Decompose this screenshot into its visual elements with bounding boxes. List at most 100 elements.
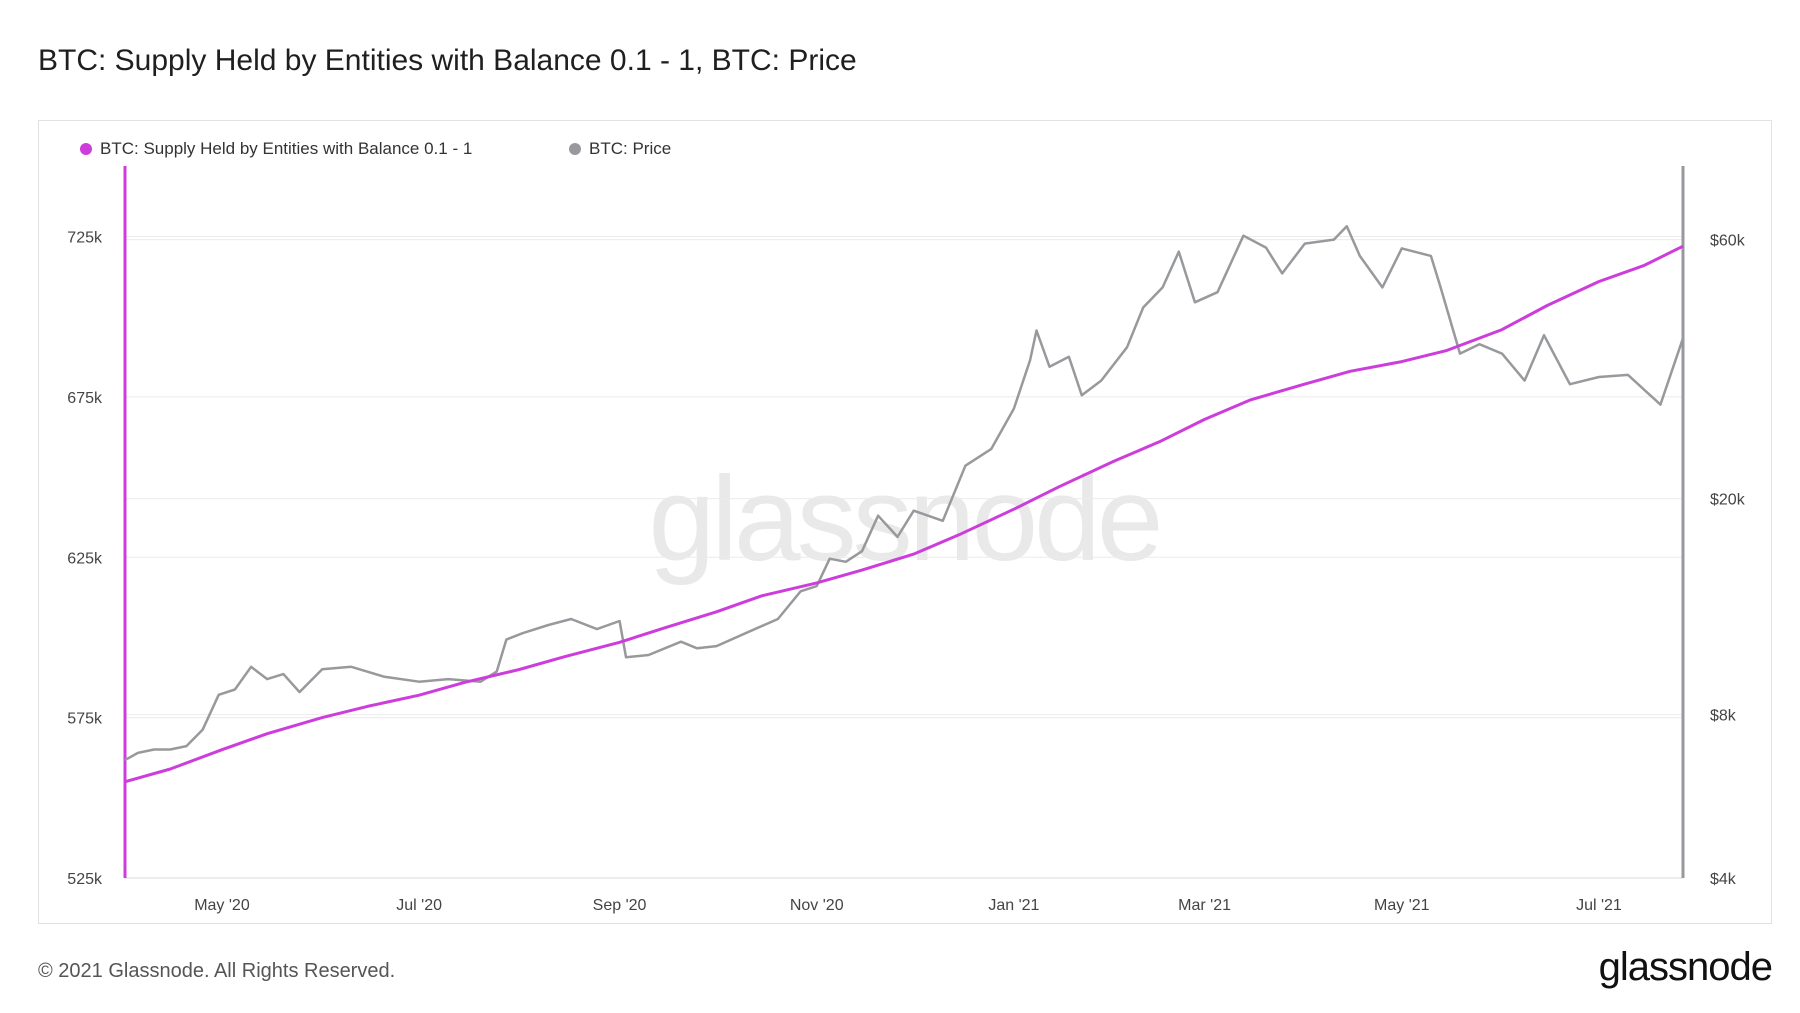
point-price	[1280, 271, 1284, 275]
y-left-tick-label: 525k	[67, 871, 103, 888]
point-price	[1542, 333, 1546, 337]
point-price	[320, 667, 324, 671]
point-price	[349, 665, 353, 669]
point-supply	[265, 732, 269, 736]
point-price	[624, 655, 628, 659]
watermark: glassnode	[648, 452, 1159, 586]
point-price	[1264, 246, 1268, 250]
legend-item-price[interactable]: BTC: Price	[569, 138, 671, 160]
point-price	[1216, 290, 1220, 294]
point-supply	[1545, 304, 1549, 308]
point-supply	[1348, 369, 1352, 373]
point-price	[1241, 234, 1245, 238]
point-price	[233, 687, 237, 691]
point-price	[123, 758, 127, 762]
point-price	[1626, 373, 1630, 377]
point-price	[184, 744, 188, 748]
x-tick-label: Mar '21	[1178, 897, 1231, 914]
point-supply	[1112, 459, 1116, 463]
glassnode-logo[interactable]: glassnode	[1598, 945, 1773, 989]
point-supply	[365, 704, 369, 708]
point-supply	[1303, 382, 1307, 386]
point-supply	[760, 594, 764, 598]
point-price	[152, 747, 156, 751]
point-price	[1161, 285, 1165, 289]
point-supply	[123, 780, 127, 784]
point-price	[828, 557, 832, 561]
x-tick-label: Nov '20	[790, 897, 844, 914]
point-supply	[1057, 485, 1061, 489]
y-left-tick-label: 725k	[67, 230, 103, 247]
point-price	[201, 728, 205, 732]
point-supply	[663, 626, 667, 630]
point-price	[168, 747, 172, 751]
point-supply	[1012, 507, 1016, 511]
point-price	[989, 447, 993, 451]
point-supply	[320, 716, 324, 720]
y-left-tick-label: 575k	[67, 711, 103, 728]
point-price	[876, 514, 880, 518]
x-tick-label: Jul '20	[396, 897, 442, 914]
chart-title: BTC: Supply Held by Entities with Balanc…	[38, 44, 857, 77]
point-price	[1125, 345, 1129, 349]
point-price	[1067, 355, 1071, 359]
point-price	[912, 509, 916, 513]
point-price	[1681, 336, 1685, 340]
point-price	[1177, 250, 1181, 254]
point-supply	[715, 610, 719, 614]
point-price	[495, 670, 499, 674]
point-price	[1028, 358, 1032, 362]
point-price	[417, 680, 421, 684]
point-price	[1500, 352, 1504, 356]
point-price	[136, 751, 140, 755]
point-price	[776, 617, 780, 621]
point-supply	[1157, 440, 1161, 444]
point-supply	[1445, 348, 1449, 352]
point-price	[1439, 285, 1443, 289]
y-right-tick-label: $8k	[1710, 708, 1737, 725]
point-supply	[1681, 244, 1685, 248]
point-price	[1047, 365, 1051, 369]
point-price	[1332, 238, 1336, 242]
point-supply	[168, 767, 172, 771]
point-price	[479, 680, 483, 684]
point-price	[249, 665, 253, 669]
point-price	[1345, 224, 1349, 228]
point-supply	[417, 693, 421, 697]
point-price	[265, 677, 269, 681]
point-price	[963, 464, 967, 468]
point-supply	[1248, 398, 1252, 402]
point-price	[1141, 305, 1145, 309]
point-price	[1658, 403, 1662, 407]
legend-item-supply[interactable]: BTC: Supply Held by Entities with Balanc…	[80, 138, 472, 160]
x-tick-label: Jul '21	[1576, 897, 1622, 914]
point-price	[679, 640, 683, 644]
point-price	[298, 690, 302, 694]
y-left-tick-label: 625k	[67, 550, 103, 567]
x-tick-label: Sep '20	[593, 897, 647, 914]
point-supply	[220, 748, 224, 752]
point-price	[382, 675, 386, 679]
point-supply	[517, 668, 521, 672]
point-price	[1429, 254, 1433, 258]
point-supply	[1203, 417, 1207, 421]
point-supply	[462, 680, 466, 684]
point-price	[1099, 379, 1103, 383]
point-price	[1597, 375, 1601, 379]
x-tick-label: May '20	[194, 897, 250, 914]
y-left-tick-label: 675k	[67, 390, 103, 407]
point-price	[815, 584, 819, 588]
x-tick-label: Jan '21	[988, 897, 1039, 914]
point-price	[1193, 300, 1197, 304]
point-price	[1380, 285, 1384, 289]
point-supply	[860, 568, 864, 572]
point-supply	[1642, 263, 1646, 267]
point-supply	[618, 640, 622, 644]
chart-frame	[38, 120, 1772, 924]
point-supply	[912, 552, 916, 556]
point-price	[1303, 242, 1307, 246]
legend-dot-supply-icon	[80, 143, 92, 155]
point-price	[618, 619, 622, 623]
y-right-tick-label: $60k	[1710, 233, 1746, 250]
point-price	[1523, 379, 1527, 383]
